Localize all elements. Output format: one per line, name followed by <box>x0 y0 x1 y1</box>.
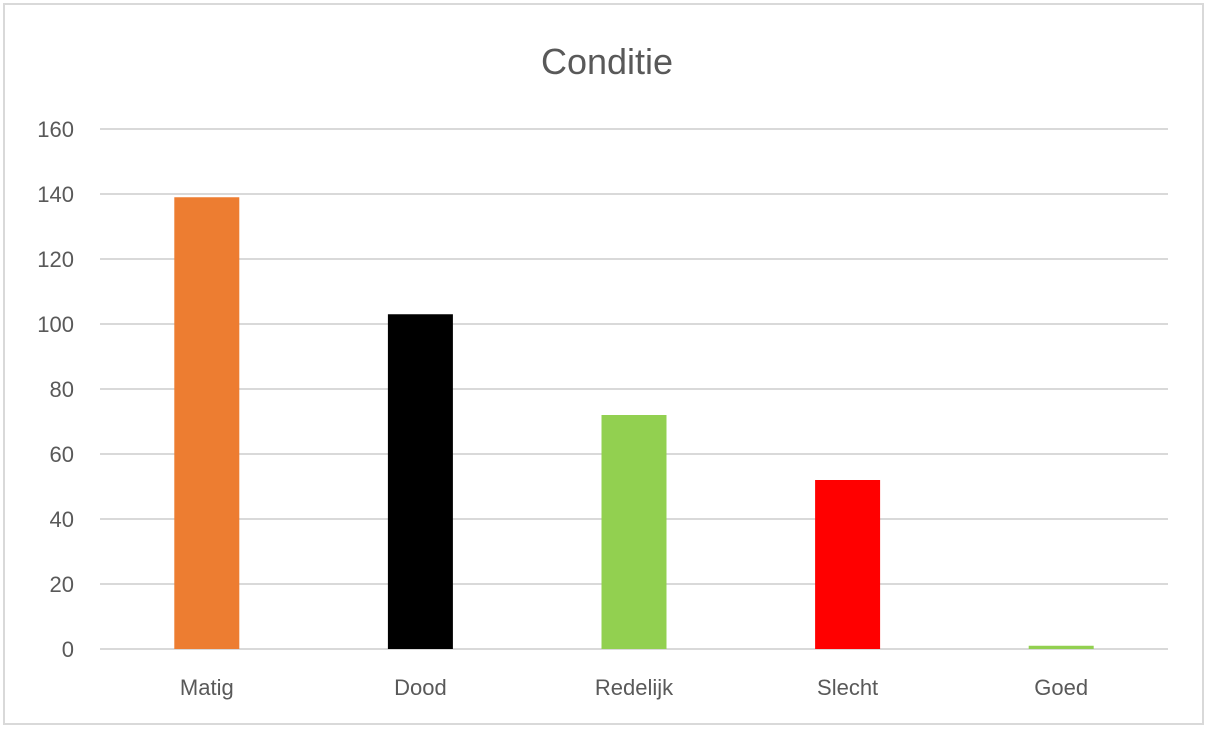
y-tick-label: 100 <box>37 312 74 337</box>
y-tick-label: 60 <box>50 442 74 467</box>
bar-slecht <box>815 480 881 649</box>
x-category-label: Dood <box>394 675 447 700</box>
x-category-label: Redelijk <box>595 675 674 700</box>
gridlines <box>100 128 1168 650</box>
y-tick-label: 120 <box>37 247 74 272</box>
y-tick-label: 40 <box>50 507 74 532</box>
bar-redelijk <box>601 415 667 649</box>
bar-goed <box>1028 645 1094 649</box>
y-tick-label: 20 <box>50 572 74 597</box>
y-axis-ticks: 0 20 40 60 80 100 120 140 160 <box>37 117 74 662</box>
y-tick-label: 140 <box>37 182 74 207</box>
bars <box>174 197 1094 649</box>
y-tick-label: 0 <box>62 637 74 662</box>
bar-matig <box>174 197 240 649</box>
x-category-label: Slecht <box>817 675 878 700</box>
y-tick-label: 80 <box>50 377 74 402</box>
bar-dood <box>387 314 453 649</box>
chart-title: Conditie <box>541 41 673 82</box>
y-tick-label: 160 <box>37 117 74 142</box>
x-axis-labels: Matig Dood Redelijk Slecht Goed <box>180 675 1088 700</box>
x-category-label: Goed <box>1034 675 1088 700</box>
x-category-label: Matig <box>180 675 234 700</box>
